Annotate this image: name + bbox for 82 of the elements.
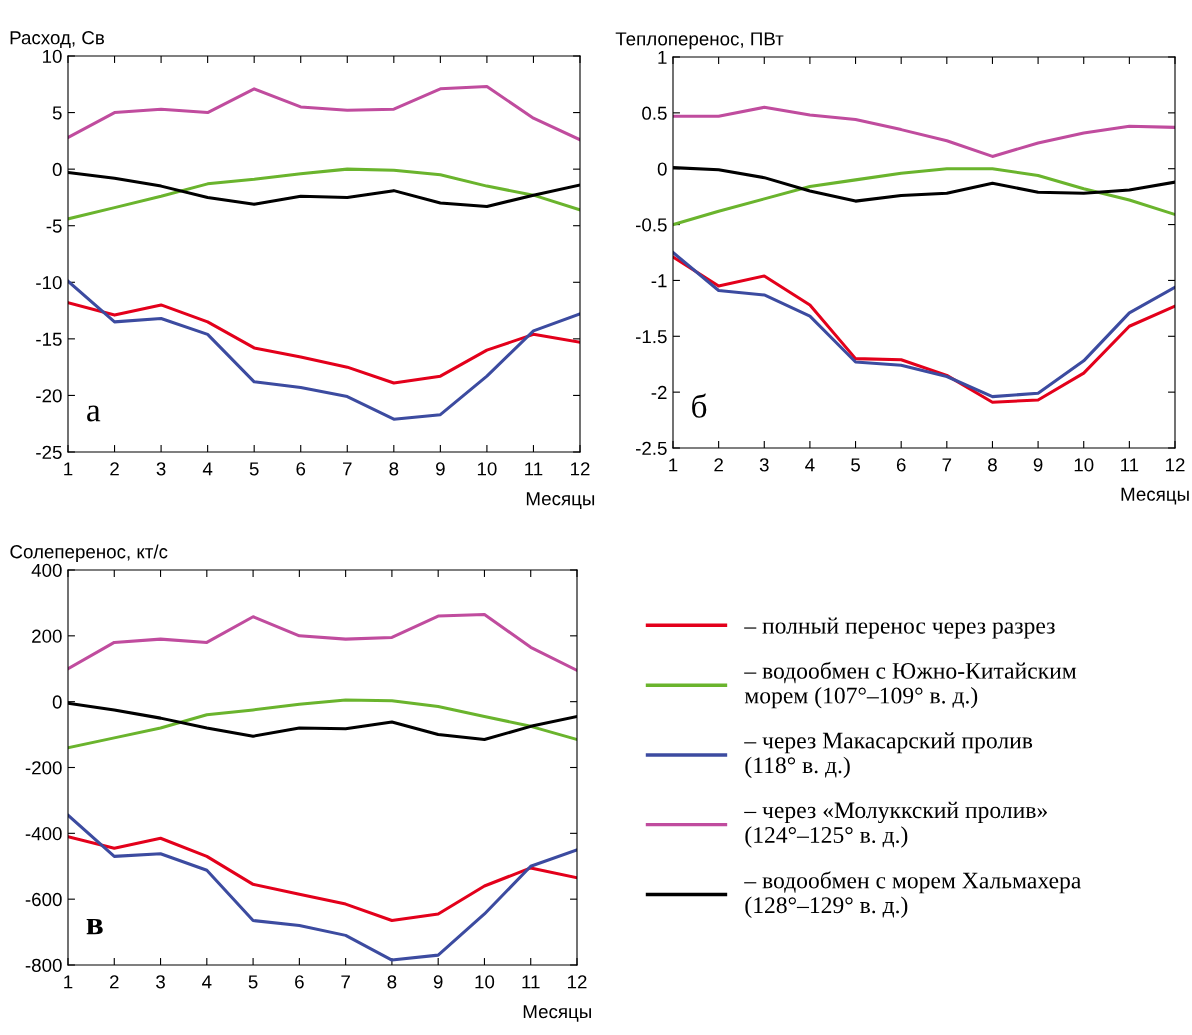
y-axis-title: Расход, Св bbox=[10, 31, 105, 48]
x-tick-label: 7 bbox=[942, 458, 952, 472]
line-series bbox=[68, 612, 577, 672]
y-tick-label: -0.5 bbox=[635, 218, 667, 232]
x-tick-label: 6 bbox=[296, 462, 306, 476]
y-tick-label: -2.5 bbox=[635, 441, 667, 455]
x-tick-label: 4 bbox=[202, 975, 212, 989]
x-axis-title: Месяцы bbox=[1121, 487, 1189, 505]
annotation: а bbox=[87, 405, 101, 422]
legend-label: – через «Молуккский пролив» (124°–125° в. д.) bbox=[744, 801, 1047, 848]
legend-label: – водообмен с Южно-Китайским морем (107°–109° в. д.) bbox=[744, 661, 1077, 709]
y-tick-label: -400 bbox=[25, 827, 62, 841]
x-tick-label: 12 bbox=[571, 462, 590, 476]
line-series bbox=[68, 167, 580, 221]
line-series bbox=[673, 105, 1175, 158]
y-tick-label: -1 bbox=[651, 274, 667, 288]
x-tick-label: 10 bbox=[475, 975, 495, 989]
x-tick-label: 6 bbox=[896, 458, 906, 472]
y-tick-label: 0.5 bbox=[642, 106, 667, 120]
y-tick-label: -200 bbox=[25, 761, 62, 775]
line-series bbox=[68, 698, 577, 750]
legend-label: – полный перенос через разрез bbox=[744, 617, 1055, 639]
y-tick-label: 0 bbox=[52, 162, 62, 177]
x-tick-label: 8 bbox=[988, 458, 997, 472]
y-tick-label: -15 bbox=[36, 332, 62, 346]
x-tick-label: 9 bbox=[436, 462, 445, 476]
x-tick-label: 2 bbox=[714, 458, 723, 472]
x-tick-label: 5 bbox=[248, 975, 258, 989]
x-tick-label: 4 bbox=[805, 458, 815, 472]
y-tick-label: -800 bbox=[25, 958, 62, 972]
x-tick-label: 3 bbox=[156, 975, 165, 989]
x-tick-label: 8 bbox=[389, 462, 399, 476]
y-tick-label: 10 bbox=[43, 49, 62, 63]
x-tick-label: 7 bbox=[341, 975, 350, 989]
x-tick-label: 11 bbox=[1121, 458, 1139, 472]
y-tick-label: 400 bbox=[31, 563, 62, 577]
line-series bbox=[68, 301, 580, 385]
x-tick-label: 6 bbox=[295, 975, 304, 989]
y-tick-label: 1 bbox=[658, 50, 667, 64]
x-tick-label: 9 bbox=[433, 975, 443, 989]
legend-label: – через Макасарский пролив (118° в. д.) bbox=[744, 732, 1033, 779]
x-tick-label: 3 bbox=[759, 458, 769, 472]
annotation: в bbox=[86, 918, 103, 935]
x-tick-label: 11 bbox=[522, 975, 540, 989]
x-axis-title: Месяцы bbox=[523, 1005, 591, 1022]
x-tick-label: 10 bbox=[477, 462, 497, 476]
y-tick-label: -2 bbox=[651, 385, 667, 399]
y-tick-label: -1.5 bbox=[635, 330, 667, 344]
x-axis-title: Месяцы bbox=[526, 492, 595, 509]
x-tick-label: 8 bbox=[387, 975, 397, 989]
line-series bbox=[68, 813, 577, 962]
x-tick-label: 3 bbox=[156, 462, 166, 476]
y-tick-label: 200 bbox=[32, 629, 62, 643]
y-tick-label: -10 bbox=[36, 275, 62, 290]
x-tick-label: 1 bbox=[669, 458, 678, 472]
x-tick-label: 2 bbox=[110, 462, 119, 476]
x-tick-label: 5 bbox=[249, 462, 259, 476]
line-series bbox=[68, 85, 580, 142]
y-tick-label: -600 bbox=[25, 892, 62, 907]
y-tick-label: 5 bbox=[52, 106, 62, 120]
x-tick-label: 5 bbox=[851, 458, 860, 472]
x-tick-label: 9 bbox=[1033, 458, 1043, 472]
x-tick-label: 12 bbox=[1166, 458, 1185, 472]
x-tick-label: 10 bbox=[1074, 458, 1094, 472]
x-tick-label: 7 bbox=[343, 462, 352, 476]
y-axis-title: Теплоперенос, ПВт bbox=[615, 32, 784, 50]
x-tick-label: 12 bbox=[568, 975, 587, 989]
line-series bbox=[673, 167, 1175, 227]
y-tick-label: -25 bbox=[36, 445, 62, 459]
x-tick-label: 2 bbox=[110, 975, 119, 989]
y-axis-title: Солеперенос, кт/с bbox=[10, 544, 168, 563]
x-tick-label: 4 bbox=[202, 462, 213, 476]
y-tick-label: -20 bbox=[36, 389, 62, 403]
x-tick-label: 1 bbox=[64, 462, 73, 476]
x-tick-label: 1 bbox=[64, 975, 73, 989]
line-series bbox=[68, 279, 580, 421]
y-tick-label: 0 bbox=[52, 695, 62, 709]
y-tick-label: 0 bbox=[657, 162, 667, 176]
x-tick-label: 11 bbox=[525, 462, 543, 476]
annotation: б bbox=[692, 393, 707, 418]
y-tick-label: -5 bbox=[46, 219, 62, 233]
legend-label: – водообмен с морем Хальмахера (128°–129° в. д.) bbox=[744, 871, 1081, 918]
